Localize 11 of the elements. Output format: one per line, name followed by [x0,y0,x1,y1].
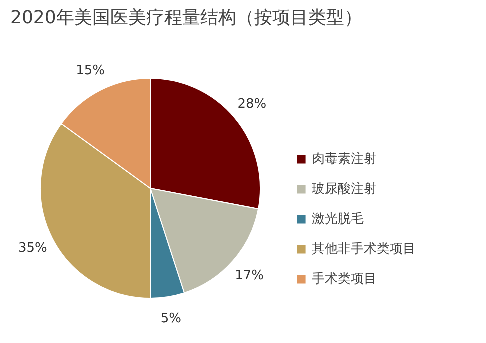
data-label: 15% [76,63,106,78]
data-label: 5% [160,311,182,326]
legend-label: 手术类项目 [312,271,377,288]
legend-label: 其他非手术类项目 [312,241,416,258]
data-label: 35% [18,240,48,256]
legend-label: 激光脱毛 [312,211,364,228]
data-label: 28% [238,96,267,112]
chart-title: 2020年美国医美疗程量结构（按项目类型） [10,8,362,28]
legend-label: 玻尿酸注射 [312,181,377,198]
data-label: 17% [235,268,264,284]
legend-label: 肉毒素注射 [312,151,377,168]
